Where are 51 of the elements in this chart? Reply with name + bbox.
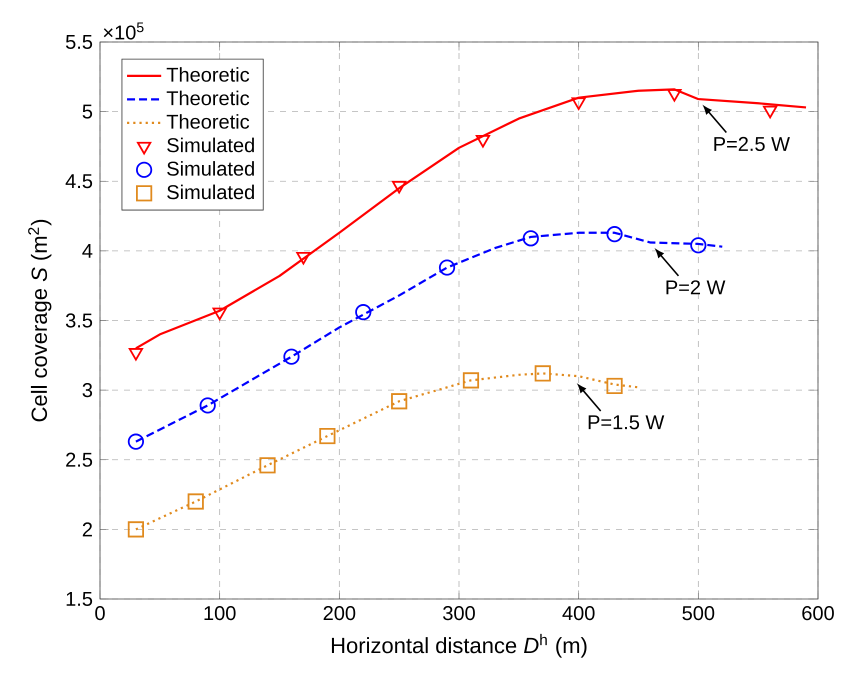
point: [667, 89, 682, 102]
y-tick-label: 3: [82, 383, 92, 398]
x-axis-title: Horizontal distance D$^{h}$ (m): [332, 634, 587, 658]
point: [438, 259, 456, 276]
x-tick-label: 600: [802, 606, 834, 620]
legend-label: Theoretic: [166, 90, 250, 106]
point: [296, 252, 311, 265]
point: [355, 304, 372, 320]
point: [259, 457, 276, 474]
legend-label: Theoretic: [166, 67, 250, 82]
y-tick-label: 3.5: [66, 313, 92, 328]
point: [319, 428, 336, 444]
x-tick-label: 500: [682, 606, 714, 620]
annotation: P=2 W: [666, 280, 726, 294]
point: [128, 434, 144, 450]
point: [606, 226, 623, 242]
y-tick-label: 4.5: [66, 174, 92, 188]
point: [200, 397, 216, 414]
x-tick-label: 100: [204, 606, 236, 620]
point: [476, 134, 490, 148]
x-tick-label: 200: [324, 606, 356, 620]
point: [762, 106, 778, 118]
y-axis-title: Cell coverage S (m$^{2}$): [28, 220, 52, 422]
y-tick-label: 2.5: [66, 452, 92, 467]
point: [391, 393, 408, 410]
y-tick-label: 4: [82, 244, 92, 258]
point: [128, 521, 144, 538]
y-tick-label: 5.5: [66, 35, 92, 49]
point: [392, 180, 406, 194]
legend-label: Simulated: [167, 184, 254, 200]
annotation: P=2.5 W: [714, 136, 790, 152]
y-tick-label: 2: [82, 522, 92, 536]
x-tick-label: 300: [443, 606, 475, 620]
legend-label: Simulated: [167, 138, 254, 152]
point: [534, 365, 551, 382]
point: [188, 493, 204, 510]
legend-label: Simulated: [167, 161, 254, 176]
y-tick-label: 1.5: [66, 592, 92, 606]
text: ×10$^{5}$: [104, 22, 144, 40]
point: [522, 230, 539, 246]
point: [462, 372, 480, 388]
annotation: P=1.5 W: [588, 415, 664, 430]
legend-label: Theoretic: [166, 114, 250, 129]
point: [690, 237, 706, 254]
x-tick-label: 400: [562, 606, 595, 620]
y-tick-label: 5: [82, 104, 92, 119]
point: [606, 378, 623, 394]
point: [283, 348, 300, 365]
x-tick-label: 0: [95, 606, 105, 620]
point: [212, 308, 227, 320]
point: [572, 97, 586, 110]
